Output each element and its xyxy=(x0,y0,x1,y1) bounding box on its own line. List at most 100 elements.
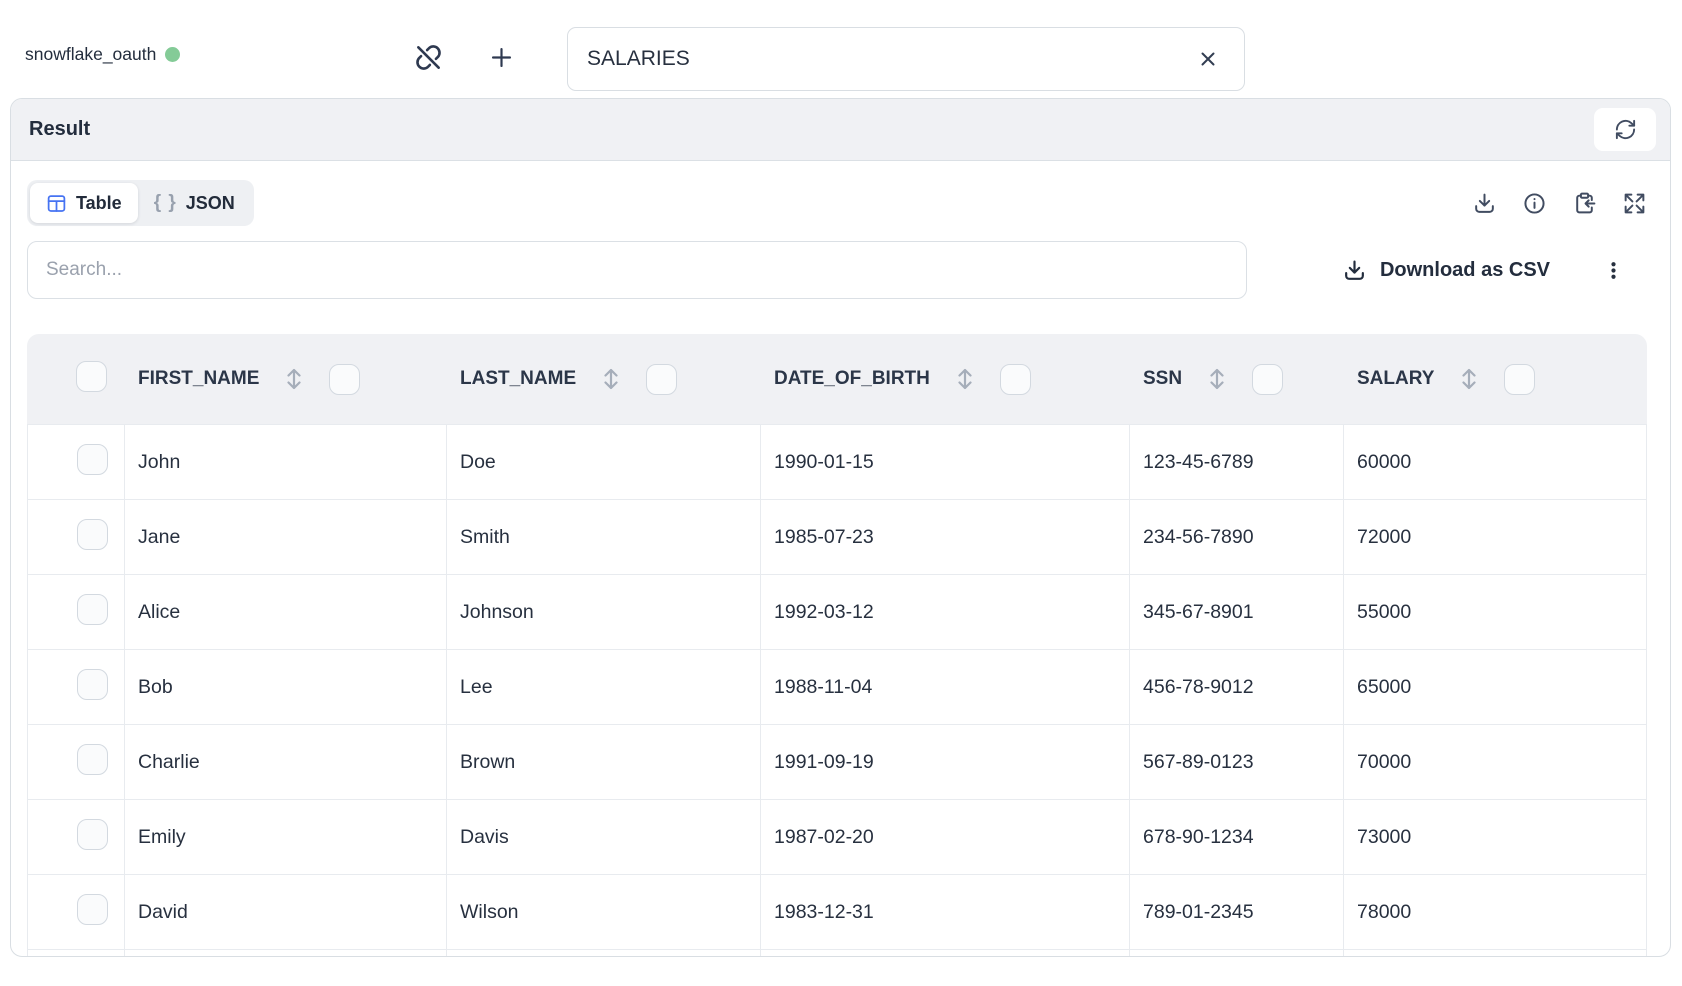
table-cell: David xyxy=(125,874,447,949)
sort-icon[interactable] xyxy=(601,366,621,392)
sort-icon[interactable] xyxy=(955,366,975,392)
checkbox[interactable] xyxy=(1252,363,1284,395)
tab-json[interactable]: { } JSON xyxy=(138,183,251,223)
column-header-ssn: SSN xyxy=(1130,334,1344,424)
table-row: John Doe 1990-01-15 123-45-6789 60000 xyxy=(27,424,1647,499)
row-select-cell xyxy=(27,574,125,649)
checkbox[interactable] xyxy=(77,743,108,775)
tab-table-label: Table xyxy=(76,192,122,213)
table-cell: 567-89-0123 xyxy=(1130,724,1344,799)
table-cell: 73000 xyxy=(1344,799,1647,874)
result-table: FIRST_NAME LAST_NAME DATE_OF_BIRTH SSN S… xyxy=(27,334,1647,956)
search-input[interactable] xyxy=(27,241,1247,299)
table-cell: 70000 xyxy=(1344,724,1647,799)
table-cell: Wilson xyxy=(447,874,761,949)
table-cell: Brown xyxy=(447,724,761,799)
table-cell: 234-56-7890 xyxy=(1130,499,1344,574)
info-icon xyxy=(1524,192,1545,214)
view-toolbar: Table { } JSON xyxy=(27,180,1647,226)
checkbox[interactable] xyxy=(329,363,361,395)
table-cell: 678-90-1234 xyxy=(1130,799,1344,874)
result-table-area: FIRST_NAME LAST_NAME DATE_OF_BIRTH SSN S… xyxy=(27,334,1647,956)
add-tab-button[interactable] xyxy=(487,43,516,72)
table-cell-empty xyxy=(761,949,1130,956)
table-cell: 60000 xyxy=(1344,424,1647,499)
more-options-button[interactable] xyxy=(1602,259,1625,282)
connection-indicator: snowflake_oauth xyxy=(25,44,181,65)
download-csv-button[interactable]: Download as CSV xyxy=(1336,257,1556,284)
disconnect-button[interactable] xyxy=(412,41,445,74)
checkbox[interactable] xyxy=(646,363,678,395)
table-cell-empty xyxy=(27,949,125,956)
table-icon xyxy=(47,194,66,212)
checkbox[interactable] xyxy=(77,893,108,925)
query-input[interactable] xyxy=(568,47,1184,71)
table-cell: 1991-09-19 xyxy=(761,724,1130,799)
table-cell: Davis xyxy=(447,799,761,874)
table-row: David Wilson 1983-12-31 789-01-2345 78000 xyxy=(27,874,1647,949)
table-cell: John xyxy=(125,424,447,499)
expand-button[interactable] xyxy=(1622,191,1647,216)
table-row: Charlie Brown 1991-09-19 567-89-0123 70000 xyxy=(27,724,1647,799)
column-label: LAST_NAME xyxy=(460,368,577,389)
info-button[interactable] xyxy=(1522,191,1547,216)
checkbox[interactable] xyxy=(999,363,1031,395)
column-header-date_of_birth: DATE_OF_BIRTH xyxy=(761,334,1130,424)
checkbox[interactable] xyxy=(77,518,108,550)
checkbox[interactable] xyxy=(1504,363,1536,395)
table-cell: 65000 xyxy=(1344,649,1647,724)
close-icon xyxy=(1201,52,1215,66)
checkbox[interactable] xyxy=(77,818,108,850)
checkbox[interactable] xyxy=(77,443,108,475)
table-cell: 1988-11-04 xyxy=(761,649,1130,724)
checkbox[interactable] xyxy=(77,593,108,625)
copy-result-button[interactable] xyxy=(1572,191,1597,216)
table-cell: Charlie xyxy=(125,724,447,799)
query-input-box xyxy=(567,27,1245,91)
table-cell: 123-45-6789 xyxy=(1130,424,1344,499)
row-select-cell xyxy=(27,649,125,724)
checkbox[interactable] xyxy=(77,668,108,700)
refresh-icon xyxy=(1615,119,1635,140)
result-action-icons xyxy=(1472,191,1647,216)
table-row: Bob Lee 1988-11-04 456-78-9012 65000 xyxy=(27,649,1647,724)
refresh-button[interactable] xyxy=(1594,108,1656,151)
link-off-icon xyxy=(416,45,441,70)
download-csv-label: Download as CSV xyxy=(1379,258,1550,281)
table-cell: 1990-01-15 xyxy=(761,424,1130,499)
download-result-button[interactable] xyxy=(1472,191,1497,216)
tab-table[interactable]: Table xyxy=(30,183,138,223)
table-cell: 1983-12-31 xyxy=(761,874,1130,949)
row-select-cell xyxy=(27,424,125,499)
result-panel: Result Table xyxy=(10,98,1671,957)
table-row: Alice Johnson 1992-03-12 345-67-8901 55000 xyxy=(27,574,1647,649)
column-label: SALARY xyxy=(1357,368,1435,389)
sort-icon[interactable] xyxy=(1459,366,1479,392)
table-cell-empty xyxy=(125,949,447,956)
column-header-last_name: LAST_NAME xyxy=(447,334,761,424)
column-label: FIRST_NAME xyxy=(138,368,260,389)
table-header-row: FIRST_NAME LAST_NAME DATE_OF_BIRTH SSN S… xyxy=(27,334,1647,424)
table-cell: 78000 xyxy=(1344,874,1647,949)
table-cell: Bob xyxy=(125,649,447,724)
table-cell-empty xyxy=(1344,949,1647,956)
expand-icon xyxy=(1624,193,1645,213)
column-header-first_name: FIRST_NAME xyxy=(125,334,447,424)
table-cell: 55000 xyxy=(1344,574,1647,649)
checkbox[interactable] xyxy=(76,361,107,392)
table-search-row: Download as CSV xyxy=(27,241,1647,299)
table-cell: 456-78-9012 xyxy=(1130,649,1344,724)
clear-query-button[interactable] xyxy=(1184,47,1244,71)
plus-icon xyxy=(491,47,512,68)
download-icon xyxy=(1475,193,1494,213)
view-tab-group: Table { } JSON xyxy=(27,180,254,226)
panel-title: Result xyxy=(29,118,91,140)
column-header-salary: SALARY xyxy=(1344,334,1647,424)
sort-icon[interactable] xyxy=(1207,366,1227,392)
row-select-cell xyxy=(27,799,125,874)
table-row: Jane Smith 1985-07-23 234-56-7890 72000 xyxy=(27,499,1647,574)
table-cell: Emily xyxy=(125,799,447,874)
table-cell: 1992-03-12 xyxy=(761,574,1130,649)
sort-icon[interactable] xyxy=(284,366,304,392)
